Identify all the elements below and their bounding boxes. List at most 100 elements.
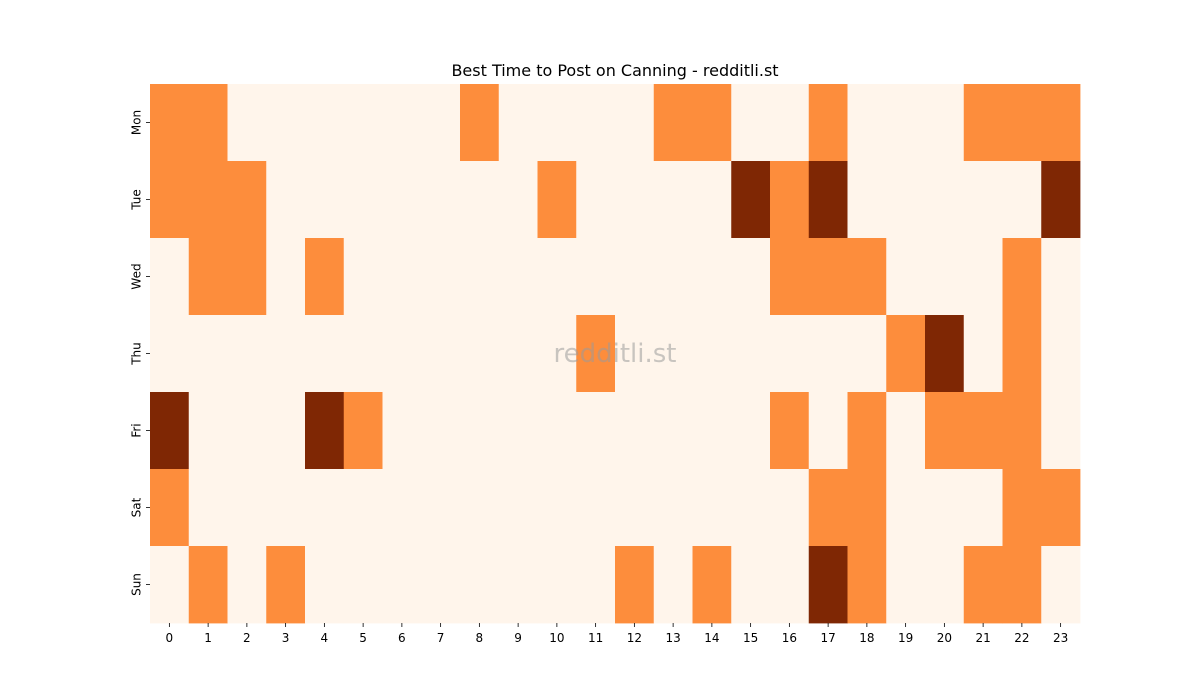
heatmap-cell-wed-15 [731, 238, 771, 316]
heatmap-cell-mon-18 [847, 84, 887, 162]
heatmap-cell-wed-12 [615, 238, 655, 316]
heatmap-cell-sat-3 [266, 469, 306, 547]
heatmap-cell-sun-9 [498, 546, 538, 624]
heatmap-cell-wed-7 [421, 238, 461, 316]
x-tick-label: 18 [859, 631, 874, 645]
heatmap-cell-wed-23 [1041, 238, 1081, 316]
heatmap-cell-tue-18 [847, 161, 887, 239]
x-tick-label: 7 [437, 631, 445, 645]
x-tick-label: 6 [398, 631, 406, 645]
y-tick-label: Thu [130, 342, 144, 366]
x-tick-label: 23 [1053, 631, 1068, 645]
heatmap-cell-sun-18 [847, 546, 887, 624]
heatmap-cell-mon-12 [615, 84, 655, 162]
heatmap-cell-tue-13 [653, 161, 693, 239]
heatmap-cell-tue-9 [498, 161, 538, 239]
heatmap-cell-wed-6 [382, 238, 422, 316]
x-tick-label: 1 [204, 631, 212, 645]
heatmap-cell-mon-19 [886, 84, 926, 162]
heatmap-cell-sat-14 [692, 469, 732, 547]
x-tick-label: 20 [937, 631, 952, 645]
heatmap-cell-thu-9 [498, 315, 538, 393]
heatmap-cell-fri-1 [188, 392, 228, 470]
heatmap-cell-sat-15 [731, 469, 771, 547]
heatmap-cell-sun-14 [692, 546, 732, 624]
heatmap-cell-fri-0 [150, 392, 190, 470]
heatmap-cell-thu-16 [770, 315, 810, 393]
heatmap-cell-wed-17 [808, 238, 848, 316]
x-tick-label: 11 [588, 631, 603, 645]
heatmap-cell-sun-1 [188, 546, 228, 624]
heatmap-cell-sun-19 [886, 546, 926, 624]
heatmap-cell-fri-13 [653, 392, 693, 470]
heatmap-cell-sat-2 [227, 469, 267, 547]
heatmap-cell-sat-22 [1002, 469, 1042, 547]
heatmap-cell-tue-21 [963, 161, 1003, 239]
heatmap-cell-sat-18 [847, 469, 887, 547]
heatmap-cell-sun-6 [382, 546, 422, 624]
heatmap-cell-wed-2 [227, 238, 267, 316]
heatmap-cell-mon-6 [382, 84, 422, 162]
heatmap-cell-thu-7 [421, 315, 461, 393]
heatmap-cell-sun-20 [925, 546, 965, 624]
heatmap-cell-sat-19 [886, 469, 926, 547]
x-tick-label: 15 [743, 631, 758, 645]
heatmap-cell-sun-3 [266, 546, 306, 624]
heatmap-cell-mon-2 [227, 84, 267, 162]
heatmap-cell-sun-23 [1041, 546, 1081, 624]
heatmap-cell-wed-10 [537, 238, 577, 316]
heatmap-cell-sat-5 [343, 469, 383, 547]
heatmap-cell-mon-0 [150, 84, 190, 162]
heatmap-cell-thu-4 [305, 315, 345, 393]
heatmap-cell-wed-1 [188, 238, 228, 316]
heatmap-cell-thu-8 [460, 315, 500, 393]
heatmap-cell-tue-14 [692, 161, 732, 239]
heatmap-cell-sat-8 [460, 469, 500, 547]
heatmap-cell-fri-21 [963, 392, 1003, 470]
heatmap-cell-tue-11 [576, 161, 616, 239]
heatmap-cell-tue-6 [382, 161, 422, 239]
x-tick-label: 16 [782, 631, 797, 645]
heatmap-cell-mon-11 [576, 84, 616, 162]
heatmap-cell-tue-5 [343, 161, 383, 239]
heatmap-cell-mon-7 [421, 84, 461, 162]
heatmap-cell-thu-20 [925, 315, 965, 393]
heatmap-cell-fri-12 [615, 392, 655, 470]
heatmap-cell-mon-8 [460, 84, 500, 162]
heatmap-cell-mon-14 [692, 84, 732, 162]
heatmap-cell-sat-23 [1041, 469, 1081, 547]
heatmap-cell-mon-13 [653, 84, 693, 162]
heatmap-cell-tue-22 [1002, 161, 1042, 239]
heatmap-cell-sun-7 [421, 546, 461, 624]
heatmap-cell-mon-5 [343, 84, 383, 162]
heatmap-cell-fri-7 [421, 392, 461, 470]
heatmap-cell-sat-4 [305, 469, 345, 547]
heatmap-cell-mon-16 [770, 84, 810, 162]
chart-title: Best Time to Post on Canning - redditli.… [451, 61, 778, 80]
heatmap-cell-fri-9 [498, 392, 538, 470]
heatmap-cell-sun-4 [305, 546, 345, 624]
heatmap-cell-tue-4 [305, 161, 345, 239]
x-tick-label: 10 [549, 631, 564, 645]
heatmap-cell-fri-23 [1041, 392, 1081, 470]
heatmap-cell-fri-11 [576, 392, 616, 470]
heatmap-cell-thu-5 [343, 315, 383, 393]
heatmap-cell-fri-5 [343, 392, 383, 470]
heatmap-cell-fri-6 [382, 392, 422, 470]
heatmap-cell-wed-13 [653, 238, 693, 316]
heatmap-cell-fri-10 [537, 392, 577, 470]
heatmap-cell-sat-10 [537, 469, 577, 547]
heatmap-cell-fri-22 [1002, 392, 1042, 470]
heatmap-cell-thu-10 [537, 315, 577, 393]
heatmap-cell-sat-11 [576, 469, 616, 547]
x-tick-label: 5 [359, 631, 367, 645]
heatmap-cell-sat-1 [188, 469, 228, 547]
heatmap-cell-wed-8 [460, 238, 500, 316]
heatmap-cell-wed-4 [305, 238, 345, 316]
heatmap-cell-fri-8 [460, 392, 500, 470]
heatmap-cell-wed-19 [886, 238, 926, 316]
heatmap-cell-tue-2 [227, 161, 267, 239]
heatmap-cell-sat-12 [615, 469, 655, 547]
heatmap-cell-thu-14 [692, 315, 732, 393]
heatmap-cell-sun-5 [343, 546, 383, 624]
